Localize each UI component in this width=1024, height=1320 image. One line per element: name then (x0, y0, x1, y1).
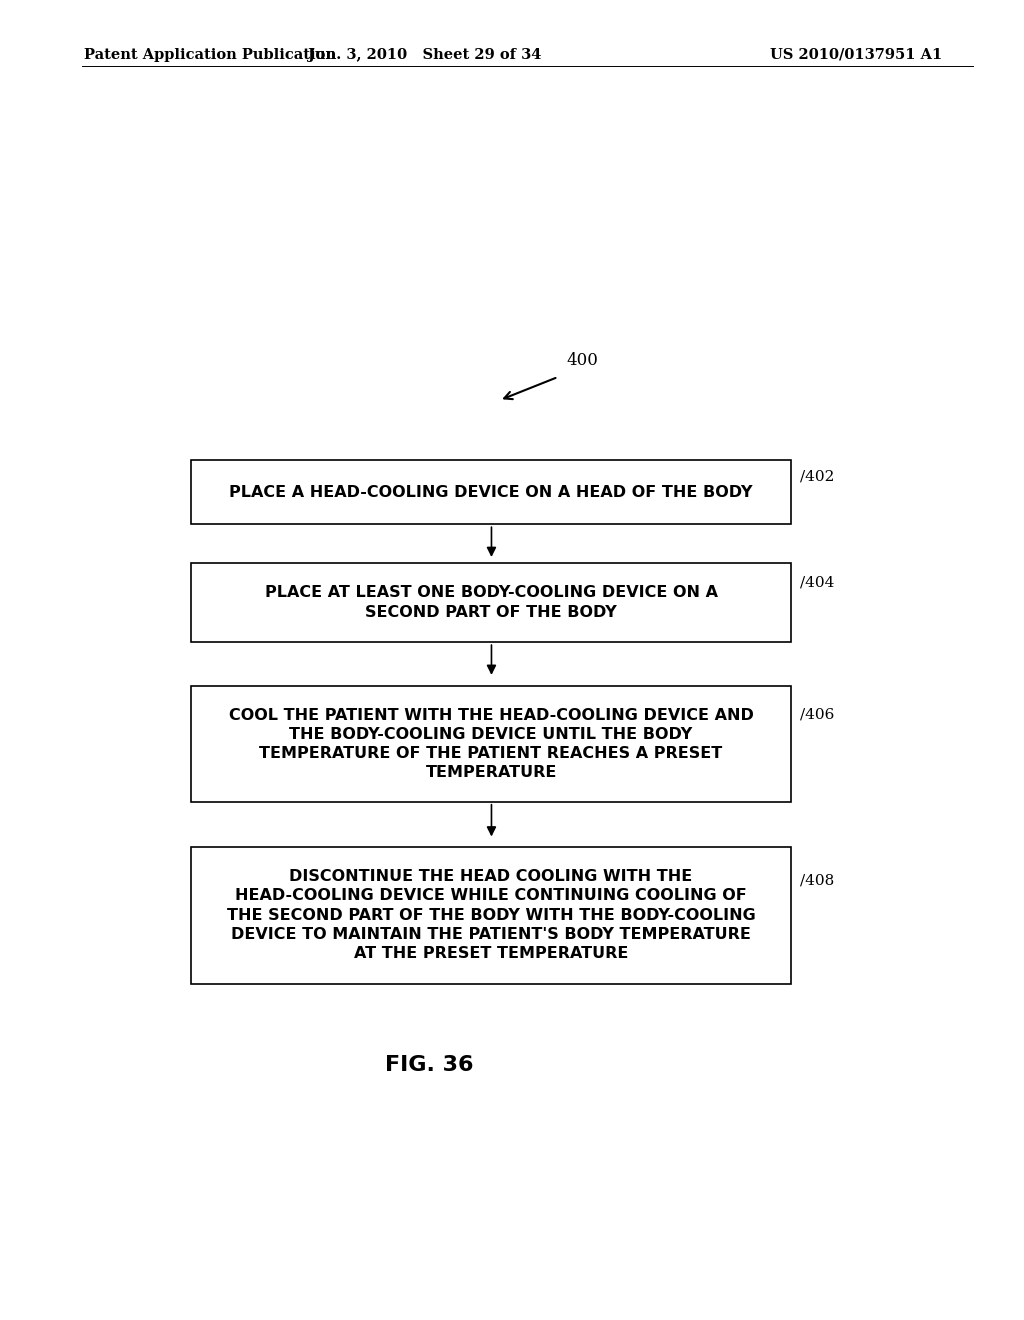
Text: COOL THE PATIENT WITH THE HEAD-COOLING DEVICE AND
THE BODY-COOLING DEVICE UNTIL : COOL THE PATIENT WITH THE HEAD-COOLING D… (228, 708, 754, 780)
Text: ∕406: ∕406 (800, 708, 835, 722)
Text: FIG. 36: FIG. 36 (385, 1055, 474, 1074)
Text: PLACE A HEAD-COOLING DEVICE ON A HEAD OF THE BODY: PLACE A HEAD-COOLING DEVICE ON A HEAD OF… (229, 484, 753, 500)
Text: PLACE AT LEAST ONE BODY-COOLING DEVICE ON A
SECOND PART OF THE BODY: PLACE AT LEAST ONE BODY-COOLING DEVICE O… (264, 586, 718, 619)
Text: 400: 400 (566, 352, 598, 368)
Text: US 2010/0137951 A1: US 2010/0137951 A1 (770, 48, 942, 62)
FancyBboxPatch shape (191, 846, 791, 983)
Text: ∕408: ∕408 (800, 874, 835, 888)
FancyBboxPatch shape (191, 562, 791, 643)
Text: ∕404: ∕404 (800, 576, 835, 590)
Text: Patent Application Publication: Patent Application Publication (84, 48, 336, 62)
Text: Jun. 3, 2010   Sheet 29 of 34: Jun. 3, 2010 Sheet 29 of 34 (308, 48, 542, 62)
FancyBboxPatch shape (191, 686, 791, 801)
Text: ∕402: ∕402 (800, 470, 835, 483)
Text: DISCONTINUE THE HEAD COOLING WITH THE
HEAD-COOLING DEVICE WHILE CONTINUING COOLI: DISCONTINUE THE HEAD COOLING WITH THE HE… (226, 869, 756, 961)
FancyBboxPatch shape (191, 461, 791, 524)
